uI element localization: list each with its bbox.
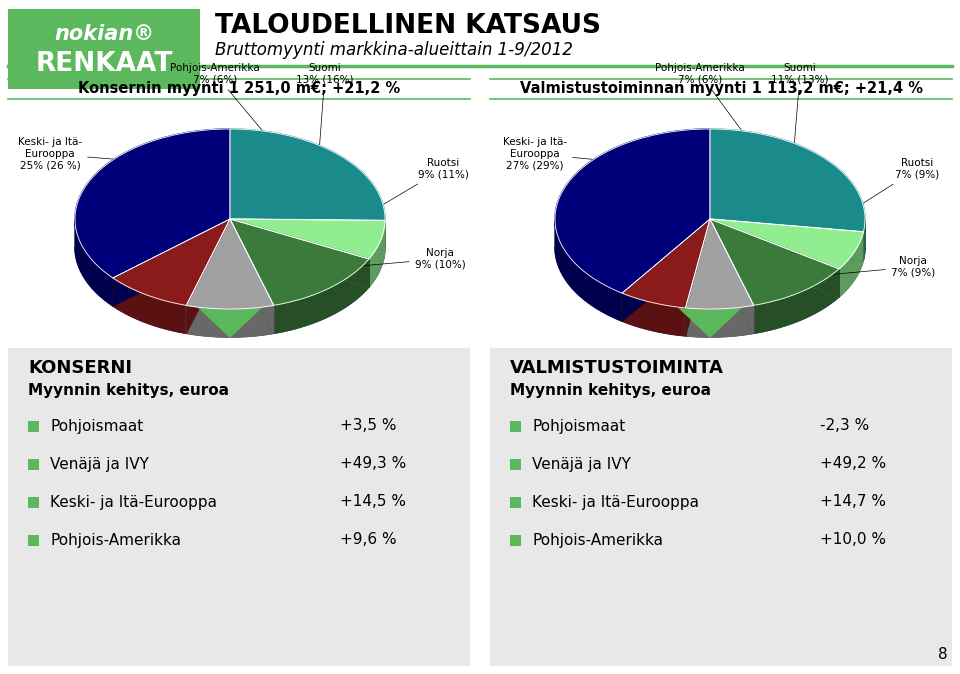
Text: RENKAAT: RENKAAT bbox=[36, 51, 173, 77]
Text: Pohjoismaat: Pohjoismaat bbox=[50, 419, 143, 433]
Polygon shape bbox=[710, 219, 863, 269]
Text: Norja
9% (10%): Norja 9% (10%) bbox=[161, 248, 466, 283]
Polygon shape bbox=[710, 129, 865, 232]
Text: Venäjä ja IVY: Venäjä ja IVY bbox=[50, 456, 149, 472]
Polygon shape bbox=[710, 219, 863, 259]
Polygon shape bbox=[230, 219, 369, 287]
Polygon shape bbox=[555, 221, 622, 321]
Text: +14,5 %: +14,5 % bbox=[340, 495, 406, 510]
Polygon shape bbox=[710, 219, 839, 297]
Polygon shape bbox=[75, 129, 230, 278]
Text: Bruttomyynti markkina-alueittain 1-9/2012: Bruttomyynti markkina-alueittain 1-9/201… bbox=[215, 41, 573, 59]
Text: Pohjois-Amerikka: Pohjois-Amerikka bbox=[532, 532, 663, 547]
Polygon shape bbox=[710, 219, 839, 297]
Polygon shape bbox=[655, 286, 765, 338]
Text: Keski- ja Itä-Eurooppa: Keski- ja Itä-Eurooppa bbox=[50, 495, 217, 510]
Text: Venäjä ja IVY
36% (29%): Venäjä ja IVY 36% (29%) bbox=[196, 365, 264, 387]
FancyBboxPatch shape bbox=[8, 348, 470, 666]
Text: +49,2 %: +49,2 % bbox=[820, 456, 886, 472]
Text: +10,0 %: +10,0 % bbox=[820, 532, 886, 547]
Polygon shape bbox=[230, 219, 274, 334]
Text: Venäjä ja IVY
40% (32%): Venäjä ja IVY 40% (32%) bbox=[676, 365, 744, 387]
Text: TALOUDELLINEN KATSAUS: TALOUDELLINEN KATSAUS bbox=[215, 13, 601, 39]
Polygon shape bbox=[863, 221, 865, 259]
Polygon shape bbox=[555, 129, 710, 293]
Polygon shape bbox=[230, 219, 369, 287]
Text: +3,5 %: +3,5 % bbox=[340, 419, 396, 433]
Text: Ruotsi
7% (9%): Ruotsi 7% (9%) bbox=[721, 158, 939, 294]
Polygon shape bbox=[230, 129, 385, 220]
Polygon shape bbox=[113, 219, 230, 306]
Text: Ruotsi
9% (11%): Ruotsi 9% (11%) bbox=[232, 158, 468, 294]
Polygon shape bbox=[186, 219, 274, 309]
FancyBboxPatch shape bbox=[490, 348, 952, 666]
Text: Valmistustoiminnan myynti 1 113,2 m€; +21,4 %: Valmistustoiminnan myynti 1 113,2 m€; +2… bbox=[519, 82, 923, 96]
Polygon shape bbox=[555, 247, 865, 337]
Polygon shape bbox=[369, 220, 385, 287]
Polygon shape bbox=[186, 305, 274, 337]
Polygon shape bbox=[186, 219, 230, 334]
FancyBboxPatch shape bbox=[510, 459, 521, 470]
Text: Keski- ja Itä-Eurooppa: Keski- ja Itä-Eurooppa bbox=[532, 495, 699, 510]
Polygon shape bbox=[230, 219, 385, 249]
Polygon shape bbox=[230, 219, 385, 259]
Text: Pohjois-Amerikka
7% (6%): Pohjois-Amerikka 7% (6%) bbox=[655, 63, 825, 243]
Text: +49,3 %: +49,3 % bbox=[340, 456, 406, 472]
Polygon shape bbox=[622, 293, 685, 336]
Polygon shape bbox=[274, 259, 369, 334]
FancyBboxPatch shape bbox=[28, 459, 39, 470]
Text: -2,3 %: -2,3 % bbox=[820, 419, 869, 433]
FancyBboxPatch shape bbox=[28, 535, 39, 546]
Polygon shape bbox=[622, 219, 710, 308]
Polygon shape bbox=[685, 219, 754, 309]
Text: Konsernin myynti 1 251,0 m€; +21,2 %: Konsernin myynti 1 251,0 m€; +21,2 % bbox=[78, 82, 400, 96]
Polygon shape bbox=[685, 219, 710, 336]
Text: Pohjoismaat: Pohjoismaat bbox=[532, 419, 625, 433]
Polygon shape bbox=[710, 219, 754, 334]
Text: Pohjois-Amerikka: Pohjois-Amerikka bbox=[50, 532, 181, 547]
Text: Myynnin kehitys, euroa: Myynnin kehitys, euroa bbox=[28, 383, 229, 398]
Polygon shape bbox=[622, 219, 710, 321]
Text: 8: 8 bbox=[938, 647, 948, 662]
Polygon shape bbox=[113, 219, 230, 305]
FancyBboxPatch shape bbox=[510, 497, 521, 508]
Text: KONSERNI: KONSERNI bbox=[28, 359, 132, 377]
FancyBboxPatch shape bbox=[28, 421, 39, 432]
Text: Pohjois-Amerikka
7% (6%): Pohjois-Amerikka 7% (6%) bbox=[170, 63, 348, 234]
Text: Keski- ja Itä-
Eurooppa
25% (26 %): Keski- ja Itä- Eurooppa 25% (26 %) bbox=[18, 137, 304, 175]
Polygon shape bbox=[175, 286, 285, 338]
Polygon shape bbox=[230, 219, 274, 334]
Polygon shape bbox=[230, 219, 369, 305]
Polygon shape bbox=[710, 219, 863, 259]
Text: Keski- ja Itä-
Eurooppa
27% (29%): Keski- ja Itä- Eurooppa 27% (29%) bbox=[503, 137, 789, 177]
Polygon shape bbox=[710, 219, 839, 305]
FancyBboxPatch shape bbox=[8, 9, 200, 89]
FancyBboxPatch shape bbox=[510, 535, 521, 546]
Text: Suomi
13% (16%): Suomi 13% (16%) bbox=[297, 63, 353, 272]
Polygon shape bbox=[230, 219, 385, 249]
Text: nokian®: nokian® bbox=[54, 24, 154, 44]
Text: +14,7 %: +14,7 % bbox=[820, 495, 886, 510]
Polygon shape bbox=[685, 305, 754, 337]
Text: +9,6 %: +9,6 % bbox=[340, 532, 396, 547]
Polygon shape bbox=[754, 269, 839, 334]
FancyBboxPatch shape bbox=[510, 421, 521, 432]
Polygon shape bbox=[113, 278, 186, 334]
Polygon shape bbox=[839, 232, 863, 297]
FancyBboxPatch shape bbox=[28, 497, 39, 508]
Polygon shape bbox=[622, 219, 710, 321]
Text: Myynnin kehitys, euroa: Myynnin kehitys, euroa bbox=[510, 383, 711, 398]
Polygon shape bbox=[113, 219, 230, 306]
Polygon shape bbox=[75, 220, 113, 306]
Text: Suomi
11% (13%): Suomi 11% (13%) bbox=[771, 63, 828, 274]
Polygon shape bbox=[685, 219, 710, 336]
Text: Norja
7% (9%): Norja 7% (9%) bbox=[663, 256, 935, 290]
Text: VALMISTUSTOIMINTA: VALMISTUSTOIMINTA bbox=[510, 359, 724, 377]
Text: Venäjä ja IVY: Venäjä ja IVY bbox=[532, 456, 631, 472]
Polygon shape bbox=[710, 219, 754, 334]
Polygon shape bbox=[186, 219, 230, 334]
Polygon shape bbox=[75, 247, 385, 337]
